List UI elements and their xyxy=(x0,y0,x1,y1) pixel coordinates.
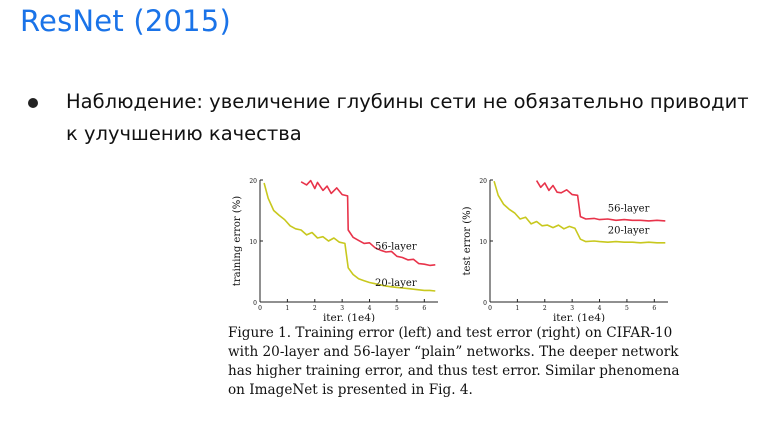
slide-title: ResNet (2015) xyxy=(20,4,231,38)
y-tick-label: 10 xyxy=(249,239,257,246)
series-line-20-layer xyxy=(493,180,666,244)
series-label: 20-layer xyxy=(375,278,417,289)
series-line-56-layer xyxy=(300,179,436,267)
test-error-plot: 0 10 20 0 1 2 3 4 5 6 iter. (1e4) test error (%) 56-… xyxy=(458,172,673,322)
training-error-chart: 0 10 20 0 1 2 3 4 5 6 iter. (1e4) training error (%… xyxy=(232,178,438,322)
x-axis-label: iter. (1e4) xyxy=(323,312,375,322)
x-tick-label: 3 xyxy=(340,305,344,312)
x-tick-label: 1 xyxy=(515,305,519,312)
bullet-dot xyxy=(28,98,38,108)
x-tick-label: 5 xyxy=(395,305,399,312)
x-tick-label: 3 xyxy=(570,305,574,312)
series-line-20-layer xyxy=(263,182,436,292)
x-tick-label: 6 xyxy=(422,305,426,312)
training-error-plot: 0 10 20 0 1 2 3 4 5 6 iter. (1e4) training error (%… xyxy=(228,172,443,322)
figure: 0 10 20 0 1 2 3 4 5 6 iter. (1e4) training error (%… xyxy=(218,172,688,412)
x-tick-label: 2 xyxy=(313,305,317,312)
y-tick-label: 20 xyxy=(479,178,487,185)
figure-caption: Figure 1. Training error (left) and test… xyxy=(228,325,680,398)
x-tick-label: 0 xyxy=(488,305,492,312)
test-error-chart: 0 10 20 0 1 2 3 4 5 6 iter. (1e4) test error (%) 56-… xyxy=(462,178,668,322)
x-tick-label: 5 xyxy=(625,305,629,312)
series-label: 20-layer xyxy=(608,226,650,237)
x-tick-label: 0 xyxy=(258,305,262,312)
y-tick-label: 20 xyxy=(249,178,257,185)
y-tick-label: 0 xyxy=(253,300,257,307)
x-tick-label: 1 xyxy=(285,305,289,312)
bullet-text: Наблюдение: увеличение глубины сети не о… xyxy=(66,90,749,145)
x-axis-label: iter. (1e4) xyxy=(553,312,605,322)
y-axis-label: test error (%) xyxy=(462,206,473,275)
series-label: 56-layer xyxy=(608,204,650,215)
y-tick-label: 0 xyxy=(483,300,487,307)
y-tick-label: 10 xyxy=(479,239,487,246)
series-line-56-layer xyxy=(535,180,666,222)
series-label: 56-layer xyxy=(375,242,417,253)
x-tick-label: 6 xyxy=(652,305,656,312)
x-tick-label: 4 xyxy=(598,305,602,312)
x-tick-label: 4 xyxy=(368,305,372,312)
y-axis-label: training error (%) xyxy=(232,196,243,286)
x-tick-label: 2 xyxy=(543,305,547,312)
